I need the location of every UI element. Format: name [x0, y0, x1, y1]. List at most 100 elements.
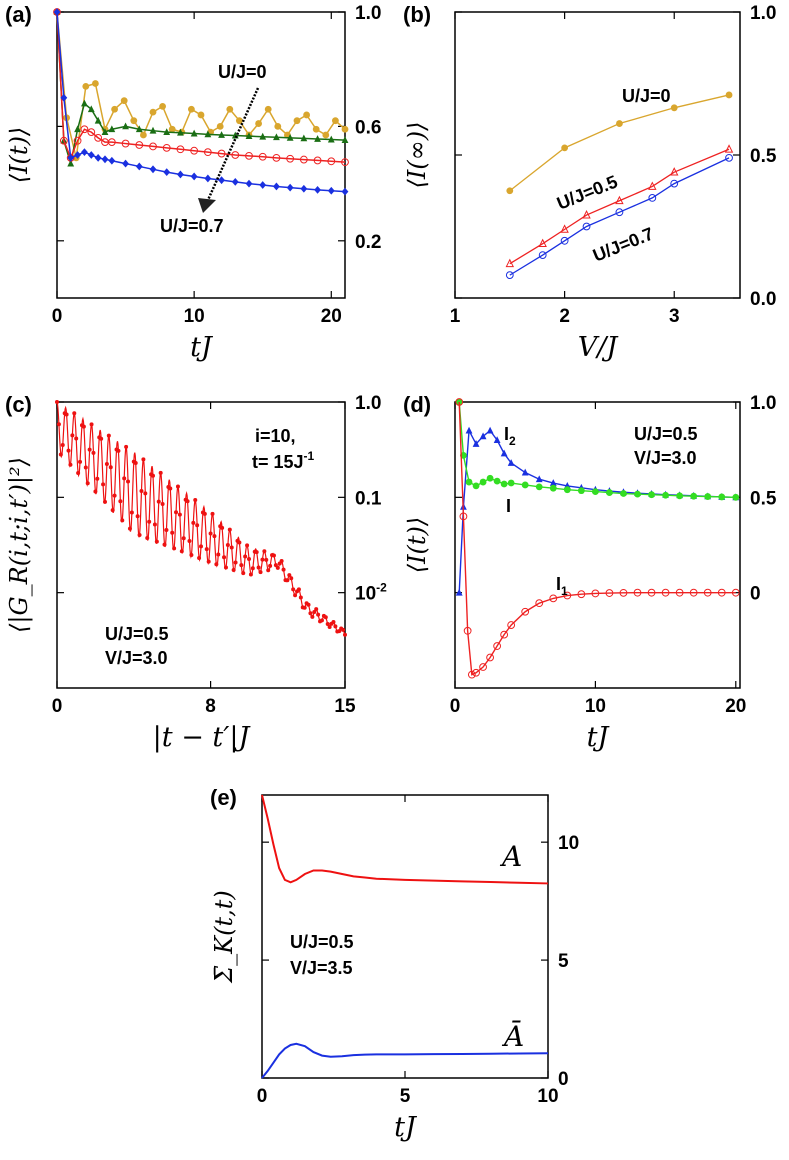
- data-point: [605, 589, 614, 597]
- data-point: [87, 105, 95, 113]
- data-point: [258, 570, 263, 575]
- data-point: [163, 128, 171, 136]
- data-point: [231, 567, 236, 572]
- data-point: [243, 554, 248, 559]
- data-point: [108, 125, 116, 133]
- data-point: [177, 170, 184, 179]
- data-point: [463, 626, 472, 635]
- data-point: [293, 117, 301, 125]
- data-point: [143, 491, 148, 496]
- data-point: [577, 590, 586, 599]
- data-point: [634, 490, 641, 498]
- annotation: U/J=0: [622, 86, 671, 106]
- data-point: [106, 433, 111, 438]
- data-point: [231, 151, 240, 159]
- x-tick-label: 10: [537, 1086, 558, 1107]
- data-point: [241, 571, 246, 576]
- x-tick-label: 5: [400, 1086, 411, 1107]
- x-tick-label: 0: [52, 306, 63, 327]
- y-tick-label: 1.0: [750, 3, 776, 24]
- data-point: [333, 624, 338, 629]
- y-tick-label: 1.0: [355, 3, 381, 24]
- data-point: [208, 531, 213, 536]
- x-tick-label: 3: [669, 306, 680, 327]
- data-point: [67, 159, 75, 167]
- data-point: [341, 158, 349, 167]
- series-line: [56, 11, 346, 163]
- param: U/J=0.5: [290, 932, 354, 952]
- data-point: [108, 156, 116, 165]
- data-point: [549, 484, 557, 492]
- data-point: [472, 668, 480, 677]
- data-point: [99, 436, 104, 441]
- data-point: [248, 572, 253, 577]
- data-point: [648, 181, 657, 190]
- y-tick-label: 0: [750, 584, 761, 605]
- data-point: [94, 133, 103, 142]
- data-point: [89, 422, 94, 427]
- data-point: [703, 588, 712, 597]
- data-point: [87, 151, 95, 159]
- data-point: [615, 195, 624, 205]
- annotation: I2: [504, 424, 516, 448]
- data-point: [538, 238, 547, 248]
- data-point: [316, 612, 321, 617]
- data-point: [129, 510, 134, 515]
- y-tick-label: 5: [558, 951, 569, 972]
- data-point: [312, 610, 317, 615]
- data-point: [149, 126, 157, 134]
- data-point: [181, 536, 186, 541]
- data-point: [76, 471, 81, 476]
- data-point: [206, 559, 211, 564]
- data-point: [549, 479, 557, 486]
- data-point: [229, 545, 234, 550]
- panel-label: (c): [5, 392, 32, 417]
- series-G-R: [55, 400, 347, 637]
- data-point: [60, 443, 65, 448]
- data-point: [563, 591, 572, 600]
- panel-d: 0 10 20 1.0 0.5 0 (d) tJ ⟨I(t)⟩ I2 I I1 U/J=0.5 V/J=3…: [403, 392, 777, 753]
- data-point: [314, 185, 321, 194]
- data-point: [74, 436, 79, 441]
- data-point: [190, 129, 198, 137]
- data-point: [163, 168, 171, 177]
- data-point: [327, 157, 336, 166]
- series-U-J-0-7: [53, 8, 349, 196]
- data-point: [145, 535, 150, 540]
- data-point: [130, 117, 138, 125]
- data-point: [293, 593, 298, 598]
- data-point: [299, 155, 308, 164]
- data-point: [72, 411, 77, 416]
- data-point: [633, 588, 642, 597]
- data-point: [327, 186, 335, 195]
- data-point: [300, 134, 308, 142]
- data-point: [507, 459, 515, 466]
- data-point: [323, 615, 328, 620]
- data-point: [217, 149, 226, 158]
- x-axis-label: tJ: [394, 1112, 418, 1143]
- data-point: [101, 155, 109, 164]
- data-point: [135, 514, 140, 519]
- y-tick-label: 0.5: [750, 488, 777, 509]
- data-point: [690, 492, 698, 500]
- data-point: [185, 499, 190, 504]
- data-point: [245, 151, 253, 160]
- data-point: [507, 621, 516, 629]
- data-point: [120, 518, 125, 523]
- annotation: I1: [556, 574, 568, 598]
- data-point: [55, 400, 59, 404]
- panel-a: 0 10 20 1.0 0.6 0.2 (a) tJ ⟨I(t)⟩ U/J=0 U/J=0.7: [5, 2, 381, 363]
- data-point: [121, 139, 130, 148]
- data-point: [141, 457, 146, 462]
- data-point: [170, 530, 175, 535]
- data-point: [500, 449, 508, 457]
- data-point: [195, 523, 200, 528]
- data-point: [273, 182, 280, 191]
- data-point: [314, 135, 321, 142]
- data-point: [560, 236, 569, 245]
- data-point: [285, 578, 290, 583]
- data-point: [486, 474, 494, 482]
- x-tick-label: 8: [205, 696, 216, 717]
- data-point: [94, 116, 102, 124]
